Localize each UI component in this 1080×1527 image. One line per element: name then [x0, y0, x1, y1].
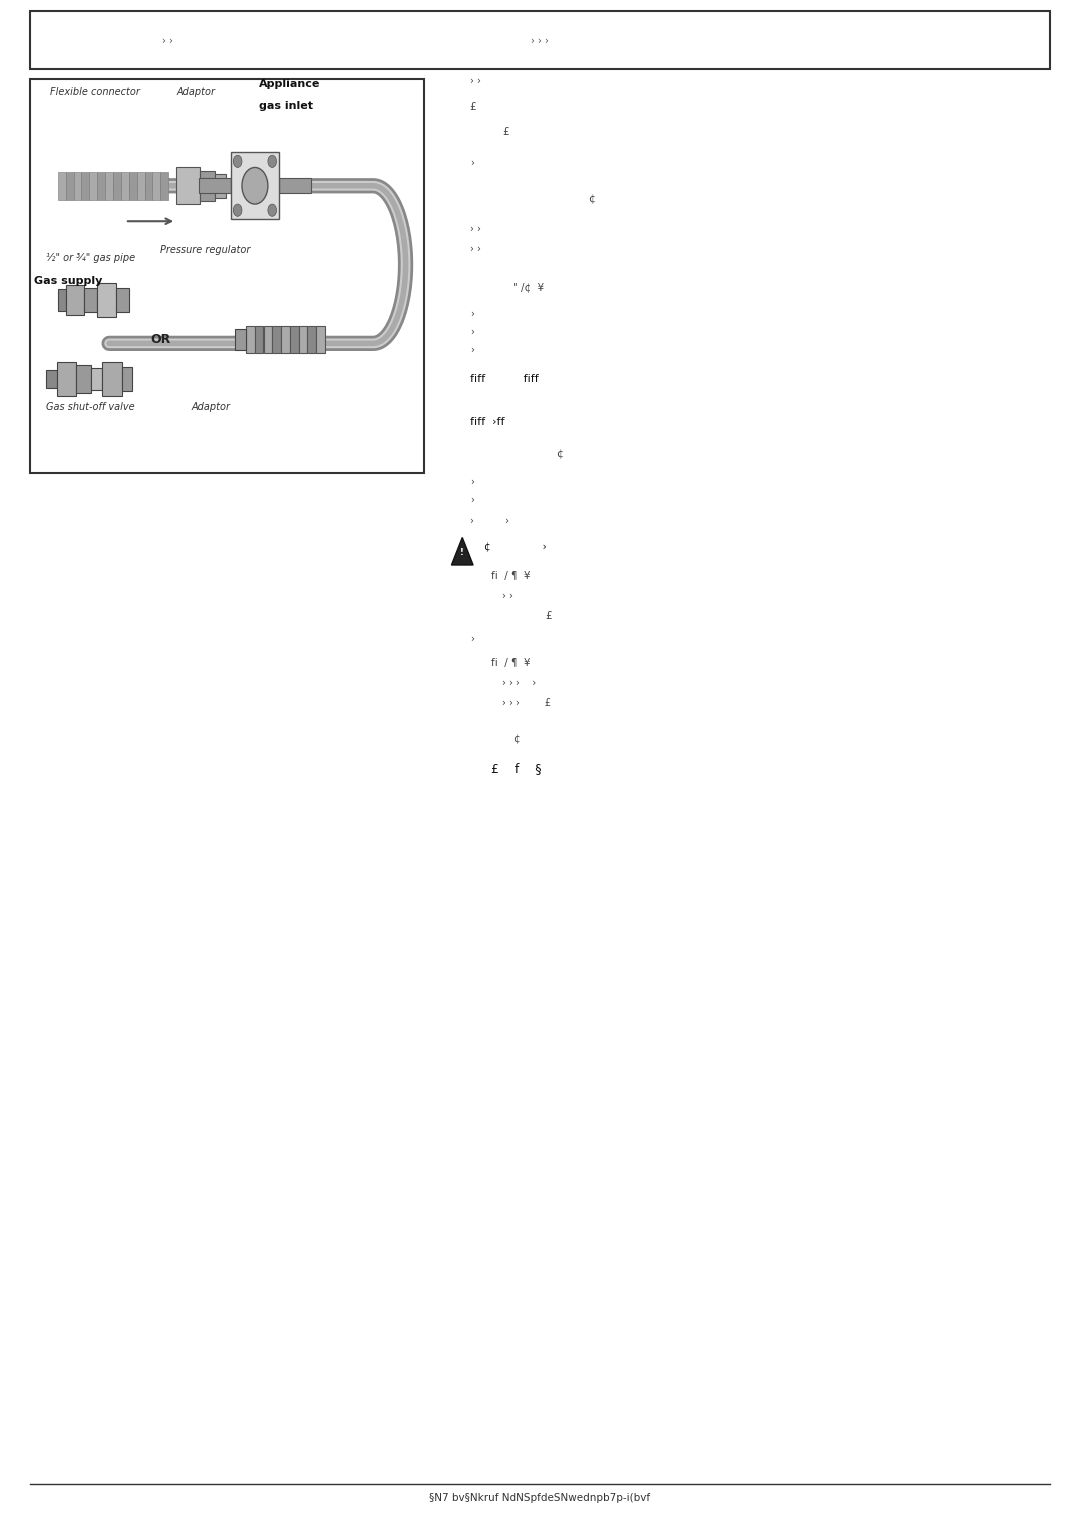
- Bar: [281, 325, 289, 353]
- Text: £    f    §: £ f §: [491, 762, 542, 776]
- Bar: [235, 328, 246, 350]
- Bar: [66, 173, 73, 200]
- Bar: [92, 368, 103, 389]
- Bar: [90, 173, 97, 200]
- Circle shape: [233, 156, 242, 168]
- Bar: [84, 287, 97, 312]
- Bar: [289, 325, 298, 353]
- Text: fiff           fiff: fiff fiff: [470, 374, 539, 385]
- Bar: [97, 282, 117, 316]
- Text: " /¢  ¥: " /¢ ¥: [513, 282, 544, 293]
- Bar: [308, 325, 316, 353]
- Bar: [58, 173, 66, 200]
- Circle shape: [268, 156, 276, 168]
- Bar: [67, 284, 84, 315]
- Text: ›: ›: [470, 495, 474, 505]
- Bar: [113, 173, 121, 200]
- Bar: [117, 287, 130, 312]
- Bar: [57, 362, 77, 395]
- Text: › › ›: › › ›: [531, 37, 549, 46]
- Text: £: £: [545, 611, 552, 621]
- Bar: [30, 79, 424, 473]
- Text: › ›: › ›: [470, 224, 481, 235]
- Bar: [176, 168, 200, 205]
- Bar: [199, 179, 231, 194]
- Bar: [137, 173, 145, 200]
- Bar: [58, 289, 67, 310]
- Text: ¢: ¢: [556, 449, 563, 460]
- Text: Pressure regulator: Pressure regulator: [160, 244, 251, 255]
- Text: Gas shut-off valve: Gas shut-off valve: [46, 403, 135, 412]
- Text: fiff  ›ff: fiff ›ff: [470, 417, 504, 428]
- Text: !: !: [460, 548, 464, 557]
- Text: › › ›    ›: › › › ›: [502, 678, 537, 689]
- Text: £: £: [502, 127, 509, 137]
- Bar: [200, 171, 215, 202]
- Circle shape: [233, 205, 242, 217]
- Text: ›: ›: [470, 476, 474, 487]
- Text: › › ›        £: › › › £: [502, 698, 551, 709]
- Bar: [103, 362, 122, 395]
- Text: ›: ›: [470, 345, 474, 356]
- Bar: [122, 366, 133, 391]
- Text: › ›: › ›: [470, 76, 481, 87]
- Text: › ›: › ›: [470, 244, 481, 255]
- Text: › ›: › ›: [502, 591, 513, 602]
- Text: › ›: › ›: [162, 37, 173, 46]
- Bar: [215, 174, 226, 199]
- Text: fi  / ¶  ¥: fi / ¶ ¥: [491, 571, 531, 582]
- Text: §N7 bv§Nkruf NdNSpfdeSNwednpb7p-i(bvf: §N7 bv§Nkruf NdNSpfdeSNwednpb7p-i(bvf: [430, 1493, 650, 1504]
- Text: Flexible connector: Flexible connector: [50, 87, 139, 98]
- Text: ½" or ¾" gas pipe: ½" or ¾" gas pipe: [46, 253, 135, 263]
- Bar: [105, 173, 113, 200]
- Bar: [299, 325, 308, 353]
- Bar: [152, 173, 160, 200]
- Polygon shape: [451, 538, 473, 565]
- Text: ¢: ¢: [513, 734, 519, 745]
- Text: Adaptor: Adaptor: [192, 403, 231, 412]
- Text: £: £: [470, 102, 476, 113]
- Bar: [272, 325, 281, 353]
- Text: gas inlet: gas inlet: [259, 101, 313, 111]
- Text: Appliance: Appliance: [259, 79, 321, 90]
- Bar: [231, 153, 279, 220]
- Text: ¢                ›: ¢ ›: [484, 542, 546, 553]
- Bar: [246, 325, 255, 353]
- Bar: [264, 325, 272, 353]
- Bar: [316, 325, 325, 353]
- Bar: [279, 179, 311, 194]
- Text: fi  / ¶  ¥: fi / ¶ ¥: [491, 658, 531, 669]
- Text: OR: OR: [150, 333, 171, 347]
- Text: ›: ›: [470, 157, 474, 168]
- Text: ›: ›: [470, 327, 474, 337]
- Text: ›: ›: [470, 634, 474, 644]
- Text: Gas supply: Gas supply: [35, 276, 103, 287]
- Bar: [121, 173, 129, 200]
- Bar: [97, 173, 105, 200]
- Bar: [46, 370, 57, 388]
- Text: Adaptor: Adaptor: [176, 87, 215, 98]
- Bar: [160, 173, 168, 200]
- Text: ›          ›: › ›: [470, 516, 509, 527]
- Bar: [73, 173, 81, 200]
- Bar: [30, 11, 1050, 69]
- Bar: [81, 173, 90, 200]
- Text: ›: ›: [470, 308, 474, 319]
- Bar: [129, 173, 137, 200]
- Bar: [145, 173, 152, 200]
- Circle shape: [242, 168, 268, 205]
- Circle shape: [268, 205, 276, 217]
- Bar: [77, 365, 92, 392]
- Bar: [255, 325, 264, 353]
- Text: ¢: ¢: [589, 194, 595, 205]
